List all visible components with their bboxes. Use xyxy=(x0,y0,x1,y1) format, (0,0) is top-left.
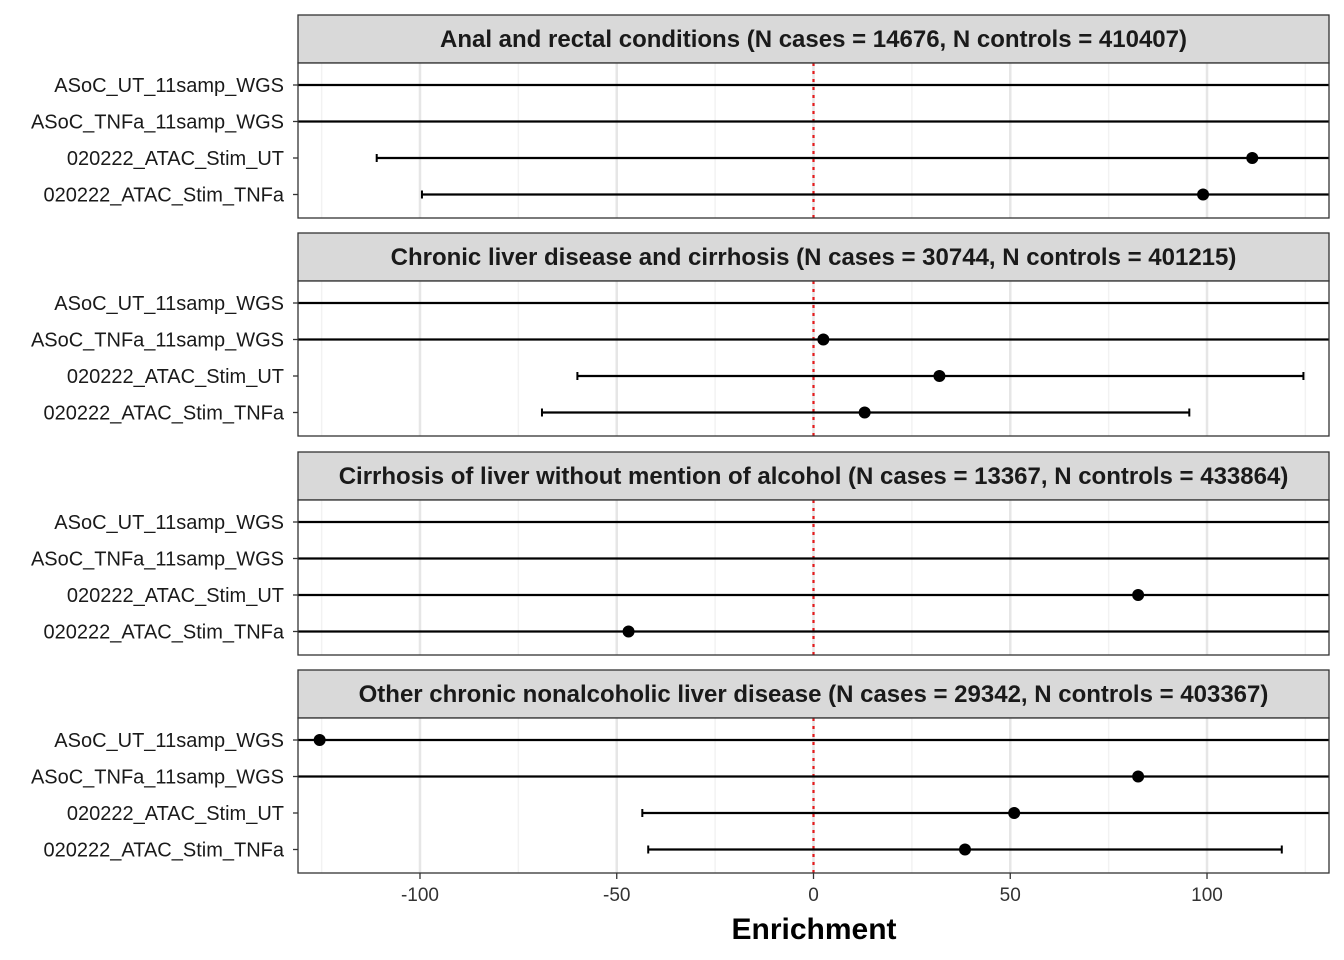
y-tick-label: ASoC_TNFa_11samp_WGS xyxy=(31,549,284,571)
y-tick-label: 020222_ATAC_Stim_UT xyxy=(67,803,284,825)
point-estimate xyxy=(1008,807,1021,819)
x-tick-label: 100 xyxy=(1191,885,1223,906)
y-tick-label: 020222_ATAC_Stim_TNFa xyxy=(44,185,285,207)
x-tick-label: -50 xyxy=(603,885,630,906)
facet-strip xyxy=(297,669,1330,719)
point-estimate xyxy=(1132,770,1145,783)
y-tick-label: ASoC_UT_11samp_WGS xyxy=(54,75,284,97)
point-estimate xyxy=(1197,188,1210,201)
facet-title: Other chronic nonalcoholic liver disease… xyxy=(359,681,1269,708)
point-estimate xyxy=(622,625,635,638)
point-estimate xyxy=(1132,589,1145,601)
facet-strip xyxy=(297,451,1330,501)
facet-strip xyxy=(297,232,1330,282)
y-tick-label: ASoC_TNFa_11samp_WGS xyxy=(31,330,284,352)
panel-border xyxy=(297,280,1330,437)
facet-title: Anal and rectal conditions (N cases = 14… xyxy=(440,26,1187,53)
y-tick-label: ASoC_UT_11samp_WGS xyxy=(54,512,284,534)
facet-strip xyxy=(297,14,1330,64)
y-tick-label: ASoC_UT_11samp_WGS xyxy=(54,293,284,315)
point-estimate xyxy=(858,406,871,419)
point-estimate xyxy=(817,333,830,346)
panel-4: Other chronic nonalcoholic liver disease… xyxy=(31,669,1330,874)
facet-title: Chronic liver disease and cirrhosis (N c… xyxy=(391,244,1237,271)
y-tick-label: 020222_ATAC_Stim_TNFa xyxy=(44,622,285,644)
panel-3: Cirrhosis of liver without mention of al… xyxy=(31,451,1330,656)
x-tick-label: 0 xyxy=(808,885,819,906)
y-tick-label: 020222_ATAC_Stim_UT xyxy=(67,366,284,388)
y-tick-label: ASoC_TNFa_11samp_WGS xyxy=(31,767,284,789)
x-tick-label: 50 xyxy=(1000,885,1021,906)
y-tick-label: ASoC_TNFa_11samp_WGS xyxy=(31,112,284,134)
x-axis-title: Enrichment xyxy=(731,913,896,946)
panel-border xyxy=(297,62,1330,219)
x-tick-label: -100 xyxy=(401,885,439,906)
y-tick-label: 020222_ATAC_Stim_UT xyxy=(67,585,284,607)
facet-panels: Anal and rectal conditions (N cases = 14… xyxy=(31,14,1330,874)
facet-title: Cirrhosis of liver without mention of al… xyxy=(339,463,1289,490)
panel-border xyxy=(297,499,1330,656)
x-axis: -100 -50 0 50 100 xyxy=(401,873,1223,906)
y-tick-label: 020222_ATAC_Stim_UT xyxy=(67,148,284,170)
y-tick-label: ASoC_UT_11samp_WGS xyxy=(54,730,284,752)
panel-2: Chronic liver disease and cirrhosis (N c… xyxy=(31,232,1330,437)
point-estimate xyxy=(933,370,946,382)
point-estimate xyxy=(313,734,326,746)
point-estimate xyxy=(1246,152,1259,164)
panel-1: Anal and rectal conditions (N cases = 14… xyxy=(31,14,1330,219)
point-estimate xyxy=(959,843,972,856)
y-tick-label: 020222_ATAC_Stim_TNFa xyxy=(44,403,285,425)
y-tick-label: 020222_ATAC_Stim_TNFa xyxy=(44,840,285,862)
